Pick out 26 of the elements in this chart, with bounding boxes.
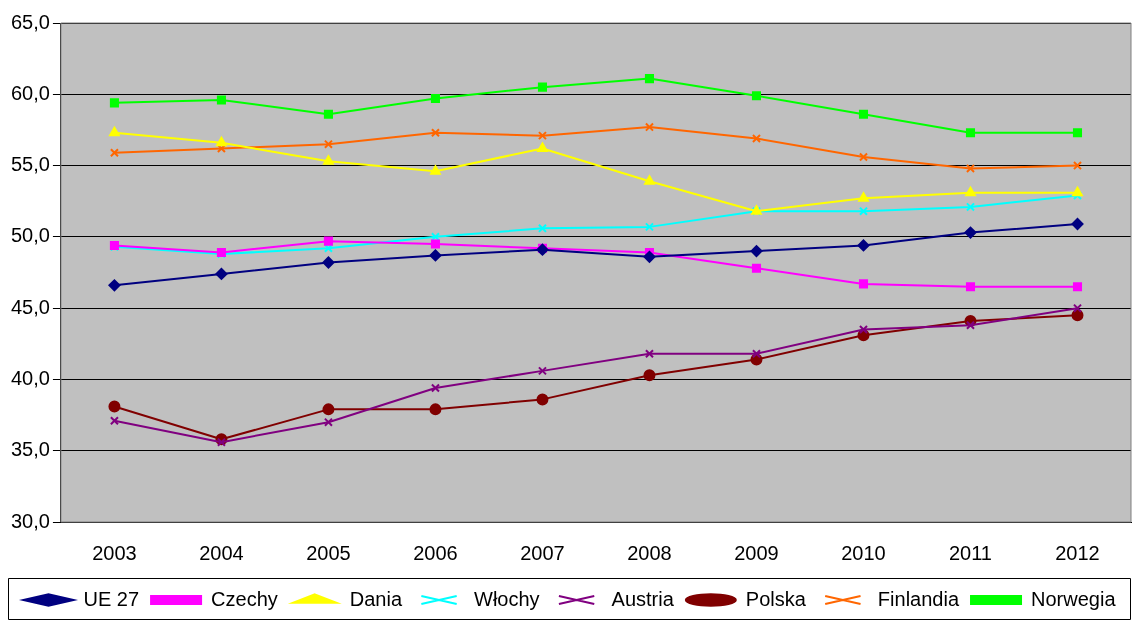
y-tick-label: 45,0	[10, 295, 50, 318]
legend-label: Finlandia	[877, 587, 960, 610]
x-tick-label: 2010	[841, 541, 886, 564]
x-tick-label: 2008	[627, 541, 672, 564]
x-tick-label: 2012	[1055, 541, 1100, 564]
x-tick-label: 2009	[734, 541, 779, 564]
x-tick-label: 2006	[413, 541, 458, 564]
y-tick-label: 55,0	[10, 153, 50, 176]
x-tick-label: 2007	[520, 541, 565, 564]
legend-label: Dania	[349, 587, 403, 610]
y-tick-label: 35,0	[10, 438, 50, 461]
x-tick-label: 2011	[948, 541, 992, 564]
y-tick-label: 30,0	[10, 509, 50, 532]
legend-label: UE 27	[83, 587, 140, 610]
legend-label: Norwegia	[1031, 587, 1117, 610]
y-tick-label: 65,0	[10, 10, 50, 33]
x-tick-label: 2004	[199, 541, 244, 564]
legend-label: Polska	[745, 587, 807, 610]
x-tick-label: 2003	[92, 541, 137, 564]
legend-label: Czechy	[211, 587, 278, 610]
legend-label: Włochy	[474, 587, 540, 610]
x-tick-label: 2005	[306, 541, 351, 564]
y-tick-label: 50,0	[10, 224, 50, 247]
legend-label: Austria	[611, 587, 675, 610]
y-tick-label: 40,0	[10, 366, 50, 389]
y-tick-label: 60,0	[10, 81, 50, 104]
